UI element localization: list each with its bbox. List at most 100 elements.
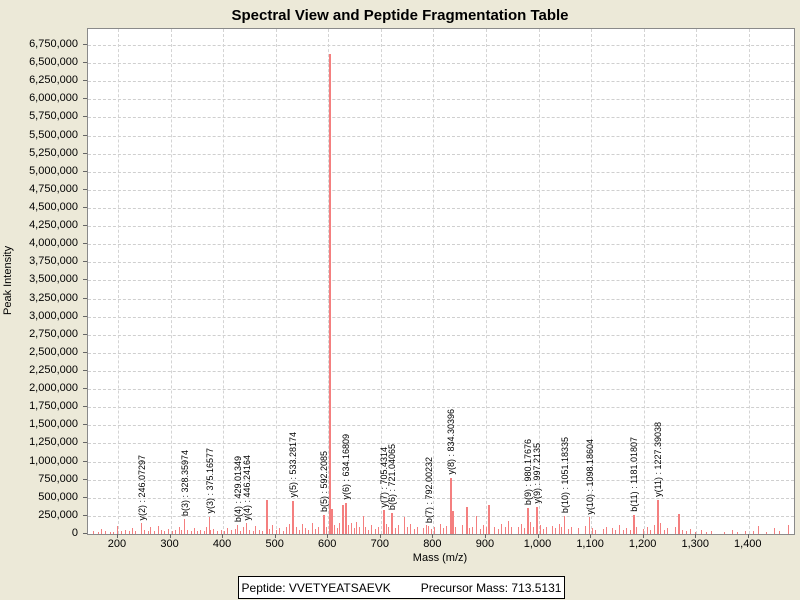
peak-annotation: y(8) : 834.30396 (446, 409, 457, 475)
annotated-peak-bar (536, 506, 539, 534)
h-gridline (88, 280, 794, 282)
peak-bar (308, 530, 310, 534)
peak-bar (407, 527, 409, 534)
peak-bar (227, 528, 229, 534)
h-gridline (88, 443, 794, 445)
peak-bar (561, 527, 563, 534)
y-tick-label: 750,000 (38, 472, 78, 485)
y-tick-label: 6,500,000 (29, 56, 78, 69)
peak-bar (700, 530, 702, 534)
peak-bar (268, 528, 270, 534)
y-tick-mark (83, 80, 87, 82)
peak-bar (520, 523, 522, 534)
peak-bar (329, 53, 332, 534)
x-tick-label: 300 (160, 538, 179, 550)
peak-bar (779, 531, 781, 534)
peak-bar (365, 527, 367, 534)
peak-bar (745, 531, 747, 534)
peak-bar (358, 526, 360, 534)
y-tick-mark (83, 279, 87, 281)
peak-bar (305, 528, 307, 534)
v-gridline (696, 29, 698, 534)
peak-bar (660, 523, 661, 534)
peak-bar (619, 525, 620, 534)
peak-annotation: y(10) : 1098.18604 (585, 438, 596, 515)
peak-bar (758, 526, 760, 534)
y-tick-mark (83, 406, 87, 408)
peak-bar (508, 520, 510, 534)
y-tick-label: 1,000,000 (29, 454, 78, 467)
peak-bar (430, 528, 432, 534)
peak-bar (612, 528, 614, 534)
peak-bar (298, 529, 300, 534)
annotated-peak-bar (632, 515, 635, 534)
y-tick-mark (83, 333, 87, 335)
peak-bar (622, 530, 624, 534)
peak-bar (371, 525, 373, 534)
peak-bar (674, 527, 676, 534)
peak-bar (101, 528, 103, 534)
peak-bar (558, 523, 560, 534)
peak-bar (354, 528, 355, 534)
x-tick-mark (116, 534, 118, 538)
h-gridline (88, 515, 794, 517)
annotated-peak-bar (209, 517, 210, 534)
y-tick-label: 3,750,000 (29, 255, 78, 268)
h-gridline (88, 189, 794, 191)
peak-bar (317, 526, 319, 534)
x-axis-ticks: 200 300 400 500 600 700 800 900 1,000 1,100 1,200 1… (87, 534, 797, 552)
x-tick-mark (590, 534, 592, 538)
peak-bar (442, 528, 444, 534)
peak-bar (517, 527, 519, 534)
y-tick-label: 4,250,000 (29, 219, 78, 232)
v-gridline (538, 29, 540, 534)
peak-annotation: y(2) : 246.07297 (137, 454, 148, 521)
peak-bar (737, 532, 739, 534)
peak-bar (258, 529, 260, 534)
y-axis-ticks: 6,750,000 6,500,000 6,250,000 6,000,000 5,75… (0, 28, 87, 539)
peak-bar (252, 530, 254, 534)
peak-bar (249, 529, 251, 534)
annotated-peak-bar (564, 515, 566, 534)
peak-bar (682, 529, 684, 534)
y-tick-mark (83, 315, 87, 317)
annotated-peak-bar (141, 523, 143, 534)
x-tick-label: 800 (423, 538, 442, 550)
h-gridline (88, 479, 794, 481)
y-tick-mark (83, 297, 87, 299)
y-tick-mark (83, 116, 87, 118)
x-tick-label: 900 (475, 538, 495, 550)
peak-bar (615, 529, 617, 534)
peptide-sequence-label: Peptide: VVETYEATSAEVK (241, 580, 391, 595)
peak-bar (416, 526, 418, 534)
y-tick-mark (83, 496, 87, 498)
peak-bar (731, 529, 733, 534)
peak-bar (413, 528, 415, 534)
y-tick-mark (83, 98, 87, 100)
peak-bar (667, 528, 669, 534)
x-tick-label: 500 (265, 538, 284, 550)
plot-area[interactable]: y(2) : 246.07297 b(3) : 328.35974 y(3) : 3… (87, 28, 795, 535)
peak-bar (446, 525, 447, 534)
peak-bar (326, 527, 328, 534)
x-tick-mark (169, 534, 171, 538)
peak-bar (262, 530, 264, 534)
annotated-peak-bar (527, 507, 530, 534)
y-tick-label: 3,250,000 (29, 291, 78, 304)
peak-bar (472, 526, 474, 534)
x-tick-label: 1,400 (734, 538, 762, 550)
peak-bar (386, 523, 388, 534)
v-gridline (591, 29, 593, 534)
peak-bar (653, 525, 655, 534)
x-tick-label: 200 (107, 538, 127, 550)
annotated-peak-bar (390, 513, 393, 534)
peak-bar (705, 532, 707, 534)
peak-bar (625, 528, 627, 534)
peak-bar (203, 531, 205, 534)
peak-bar (440, 523, 442, 534)
peak-bar (275, 529, 277, 534)
peak-bar (486, 527, 487, 534)
y-tick-label: 0 (71, 527, 78, 539)
peak-bar (542, 528, 544, 534)
h-gridline (88, 389, 794, 391)
